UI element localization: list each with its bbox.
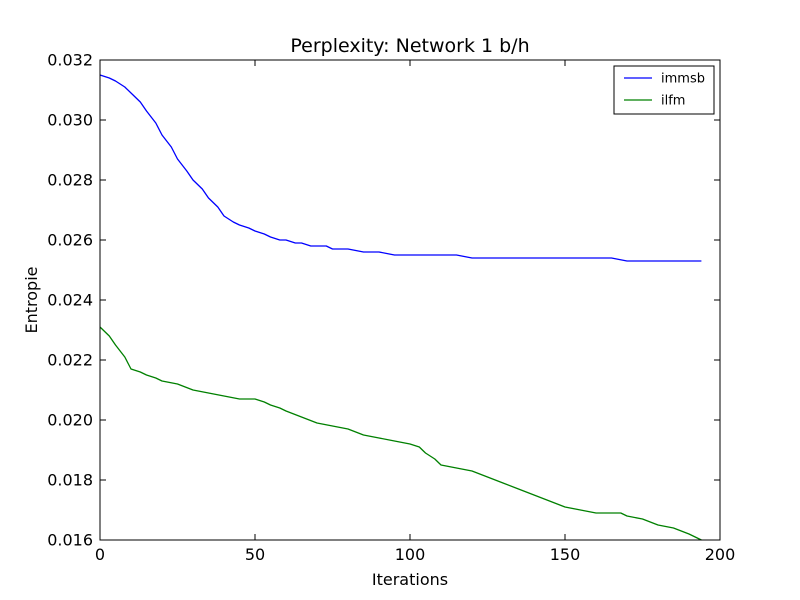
x-tick-label: 200 (705, 545, 736, 564)
series-line-ilfm (99, 326, 702, 541)
y-tick-label: 0.022 (47, 351, 93, 370)
y-tick-label: 0.018 (47, 471, 93, 490)
axis-ticks: 0 50 100 150 200 0.016 0.018 0.020 0.022 0.024 0.0… (47, 51, 735, 565)
x-tick-label: 150 (550, 545, 581, 564)
y-tick-label: 0.030 (47, 111, 93, 130)
series-line-immsb (99, 74, 702, 262)
x-tick-label: 0 (95, 545, 105, 564)
y-tick-label: 0.024 (47, 291, 93, 310)
y-axis-label: Entropie (22, 267, 41, 334)
chart-title: Perplexity: Network 1 b/h (290, 35, 529, 57)
x-axis-label: Iterations (372, 570, 448, 589)
y-tick-label: 0.016 (47, 531, 93, 550)
y-tick-label: 0.020 (47, 411, 93, 430)
legend-label-ilfm: ilfm (661, 94, 685, 109)
x-tick-label: 100 (395, 545, 426, 564)
legend: immsb ilfm (613, 65, 715, 115)
x-tick-label: 50 (245, 545, 265, 564)
y-tick-label: 0.026 (47, 231, 93, 250)
y-tick-label: 0.032 (47, 51, 93, 70)
legend-box (613, 65, 715, 115)
y-tick-label: 0.028 (47, 171, 93, 190)
legend-label-immsb: immsb (661, 72, 705, 87)
plot-area (99, 74, 702, 541)
